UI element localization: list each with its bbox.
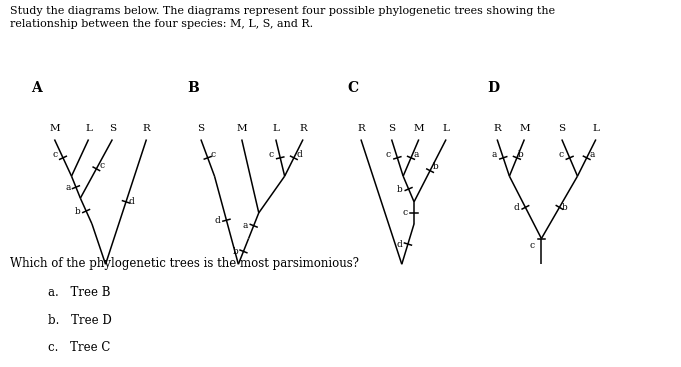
Text: c. Tree C: c. Tree C xyxy=(48,341,110,354)
Text: S: S xyxy=(197,124,204,133)
Text: R: R xyxy=(357,124,365,133)
Text: a: a xyxy=(65,183,70,192)
Text: c: c xyxy=(268,150,273,159)
Text: R: R xyxy=(142,124,151,133)
Text: M: M xyxy=(519,124,530,133)
Text: S: S xyxy=(558,124,565,133)
Text: b. Tree D: b. Tree D xyxy=(48,314,112,327)
Text: L: L xyxy=(272,124,279,133)
Text: d: d xyxy=(513,203,520,212)
Text: c: c xyxy=(402,208,408,217)
Text: S: S xyxy=(388,124,395,133)
Text: b: b xyxy=(75,207,81,215)
Text: c: c xyxy=(99,161,104,170)
Text: L: L xyxy=(443,124,449,133)
Text: R: R xyxy=(493,124,501,133)
Text: a: a xyxy=(414,150,419,159)
Text: a: a xyxy=(492,150,497,159)
Text: M: M xyxy=(236,124,247,133)
Text: M: M xyxy=(413,124,424,133)
Text: A: A xyxy=(31,81,42,95)
Text: L: L xyxy=(592,124,599,133)
Text: L: L xyxy=(85,124,92,133)
Text: d: d xyxy=(296,150,302,159)
Text: a. Tree B: a. Tree B xyxy=(48,286,110,299)
Text: C: C xyxy=(347,81,358,95)
Text: d: d xyxy=(129,197,134,206)
Text: c: c xyxy=(558,150,563,159)
Text: c: c xyxy=(386,150,391,159)
Text: b: b xyxy=(518,150,524,159)
Text: M: M xyxy=(49,124,60,133)
Text: c: c xyxy=(52,150,57,159)
Text: B: B xyxy=(187,81,199,95)
Text: D: D xyxy=(487,81,499,95)
Text: b: b xyxy=(232,247,238,256)
Text: R: R xyxy=(299,124,307,133)
Text: d: d xyxy=(396,240,402,248)
Text: b: b xyxy=(397,185,402,193)
Text: Study the diagrams below. The diagrams represent four possible phylogenetic tree: Study the diagrams below. The diagrams r… xyxy=(10,6,555,29)
Text: S: S xyxy=(109,124,116,133)
Text: d: d xyxy=(214,216,220,225)
Text: a: a xyxy=(590,150,595,159)
Text: Which of the phylogenetic trees is the most parsimonious?: Which of the phylogenetic trees is the m… xyxy=(10,257,359,270)
Text: c: c xyxy=(210,150,216,159)
Text: a: a xyxy=(243,221,248,230)
Text: c: c xyxy=(530,241,535,250)
Text: b: b xyxy=(432,163,439,171)
Text: b: b xyxy=(562,203,568,212)
